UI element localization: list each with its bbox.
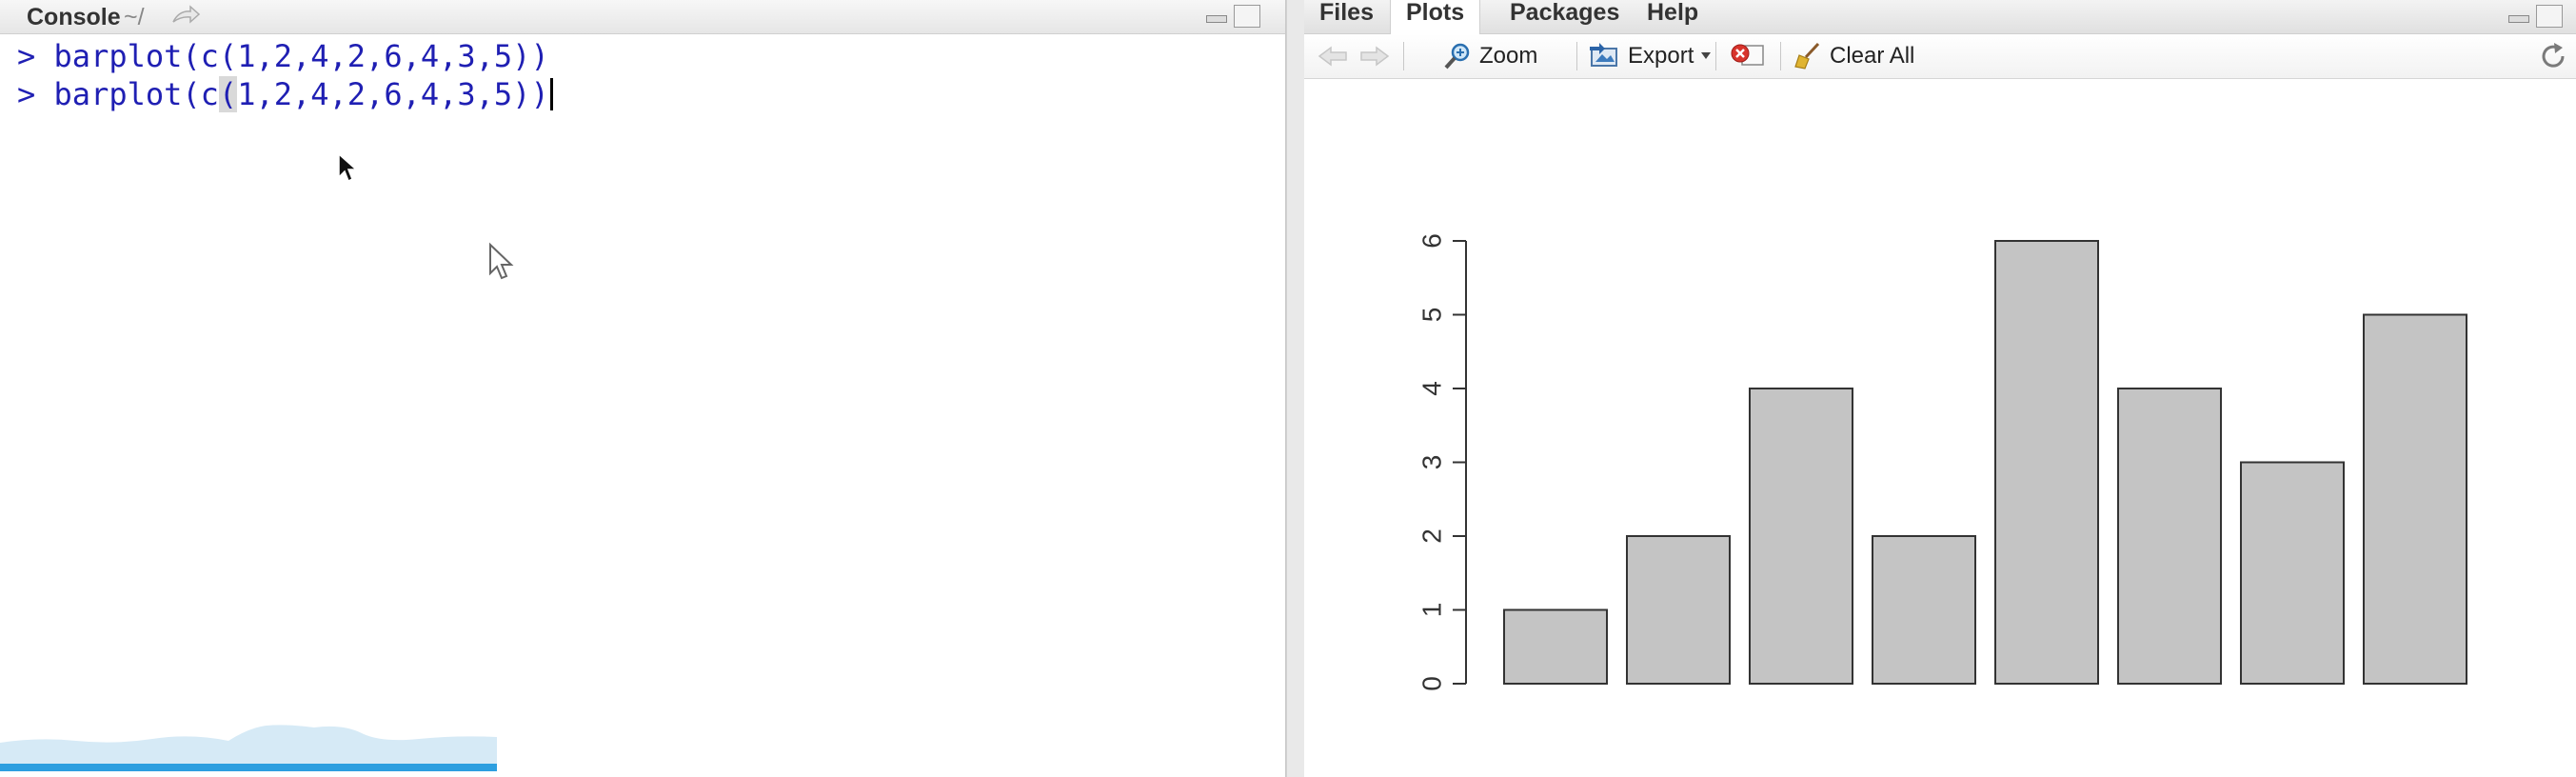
toolbar-separator	[1576, 42, 1577, 70]
zoom-icon	[1444, 43, 1470, 70]
bar	[2240, 461, 2345, 685]
console-prompt: >	[17, 38, 36, 74]
plots-pane-controls	[2506, 5, 2563, 28]
clear-all-label: Clear All	[1830, 43, 1915, 69]
minimize-pane-button[interactable]	[1203, 5, 1230, 28]
bar-chart: 0 1 2 3 4 5 6	[1417, 233, 2467, 691]
toolbar-separator	[1715, 42, 1716, 70]
console-path: ~/	[124, 4, 145, 30]
zoom-button[interactable]: Zoom	[1443, 40, 1537, 72]
pane-splitter[interactable]	[1286, 0, 1305, 777]
bar	[2363, 313, 2467, 685]
forward-plot-button[interactable]	[1359, 40, 1390, 72]
bar	[1626, 535, 1731, 685]
console-line: > barplot(c(1,2,4,2,6,4,3,5))	[17, 38, 549, 74]
console-pane-controls	[1203, 5, 1260, 28]
back-arrow-icon	[1318, 46, 1347, 67]
console-header: Console ~/	[0, 0, 1285, 34]
bar	[1872, 535, 1976, 685]
toolbar-separator	[1403, 42, 1404, 70]
progress-bar	[0, 764, 497, 771]
y-tick-label: 0	[1417, 676, 1446, 691]
refresh-icon	[2542, 43, 2565, 68]
zoom-label: Zoom	[1479, 43, 1538, 69]
toolbar-separator	[1780, 42, 1781, 70]
bar	[1503, 608, 1608, 685]
tab-plots[interactable]: Plots	[1390, 0, 1481, 34]
console-title[interactable]: Console	[27, 4, 121, 30]
ghost-pointer-icon	[489, 242, 514, 280]
tab-bar: Files Plots Packages Help	[1304, 0, 2576, 34]
text-caret	[549, 78, 553, 110]
export-icon	[1590, 43, 1617, 67]
remove-plot-icon	[1731, 44, 1764, 66]
y-tick-label: 6	[1417, 233, 1446, 249]
mouse-pointer-icon	[338, 152, 358, 183]
chevron-down-icon	[1701, 52, 1712, 59]
export-label: Export	[1628, 43, 1694, 69]
forward-arrow-icon	[1360, 46, 1390, 67]
y-tick-label: 3	[1417, 455, 1446, 470]
bar	[1994, 240, 2099, 685]
goto-directory-icon[interactable]	[169, 3, 202, 28]
bar	[1749, 388, 1853, 685]
clear-all-button[interactable]: Clear All	[1793, 40, 1914, 72]
back-plot-button[interactable]	[1318, 40, 1348, 72]
bar	[2117, 388, 2222, 685]
console-prompt: >	[17, 76, 36, 112]
console-code-before: barplot(c	[53, 76, 219, 112]
console-input-line[interactable]: > barplot(c(1,2,4,2,6,4,3,5))	[17, 76, 553, 112]
plots-pane: Files Plots Packages Help	[1304, 0, 2576, 777]
y-tick-label: 4	[1417, 381, 1446, 396]
remove-plot-button[interactable]	[1729, 40, 1767, 72]
export-menu-button[interactable]: Export	[1588, 40, 1712, 72]
y-tick-label: 5	[1417, 308, 1446, 323]
y-tick-label: 2	[1417, 528, 1446, 544]
tab-packages[interactable]: Packages	[1510, 0, 1620, 26]
console-code-after: 1,2,4,2,6,4,3,5))	[237, 76, 549, 112]
console-code: barplot(c(1,2,4,2,6,4,3,5))	[53, 38, 549, 74]
matched-paren-highlight: (	[218, 76, 238, 112]
tab-help[interactable]: Help	[1647, 0, 1699, 26]
tab-files[interactable]: Files	[1319, 0, 1374, 26]
minimize-pane-button[interactable]	[2506, 5, 2532, 28]
loading-indicator	[0, 725, 497, 769]
console-output[interactable]: > barplot(c(1,2,4,2,6,4,3,5)) > barplot(…	[0, 34, 1285, 720]
plots-toolbar: Zoom Export	[1304, 34, 2576, 79]
broom-icon	[1794, 42, 1820, 70]
y-tick-label: 1	[1417, 603, 1446, 618]
maximize-pane-button[interactable]	[2536, 5, 2563, 28]
refresh-button[interactable]	[2538, 40, 2568, 72]
maximize-pane-button[interactable]	[1234, 5, 1260, 28]
console-pane: Console ~/ > barplot(c(1,2,4,2,6,4,3,5))…	[0, 0, 1286, 777]
